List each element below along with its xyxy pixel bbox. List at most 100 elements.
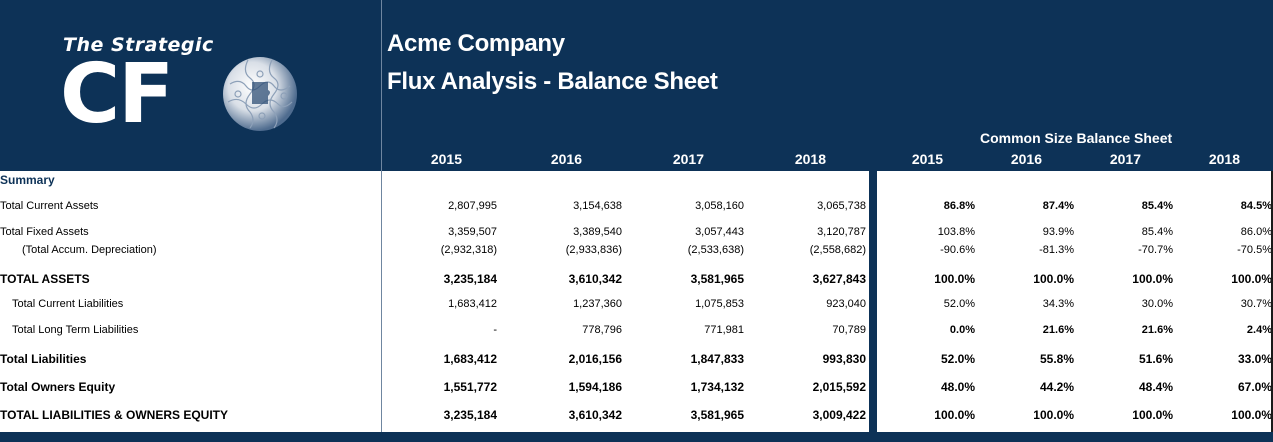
value-cell: 2,807,995 — [448, 200, 497, 212]
cs-year-header-2017: 2017 — [1109, 151, 1141, 167]
year-header-2017: 2017 — [672, 151, 704, 167]
strategic-cfo-logo: The Strategic CF — [0, 0, 381, 171]
value-cell: 3,627,843 — [812, 272, 866, 286]
value-cell: 1,237,360 — [573, 298, 622, 310]
row-label: Total Fixed Assets — [0, 226, 89, 238]
value-cell: 923,040 — [826, 298, 866, 310]
column-divider — [381, 0, 382, 442]
percent-cell: -70.7% — [1138, 244, 1173, 256]
percent-cell: 34.3% — [1042, 298, 1074, 310]
table-right-border — [1271, 171, 1273, 433]
report-title: Flux Analysis - Balance Sheet — [387, 68, 718, 95]
cs-year-header-2015: 2015 — [911, 151, 943, 167]
value-cell: 3,057,443 — [695, 226, 744, 238]
percent-cell: 85.4% — [1141, 226, 1173, 238]
value-cell: 3,009,422 — [812, 408, 866, 422]
company-name: Acme Company — [387, 30, 565, 57]
percent-cell: 87.4% — [1042, 200, 1074, 212]
percent-cell: 100.0% — [934, 272, 975, 286]
value-cell: 3,154,638 — [573, 200, 622, 212]
percent-cell: 93.9% — [1042, 226, 1074, 238]
value-cell: 3,120,787 — [817, 226, 866, 238]
value-cell: 3,610,342 — [568, 272, 622, 286]
value-cell: 993,830 — [822, 352, 866, 366]
puzzle-globe-icon — [223, 57, 297, 131]
row-label: TOTAL LIABILITIES & OWNERS EQUITY — [0, 408, 229, 422]
percent-cell: 44.2% — [1039, 380, 1074, 394]
logo-tagline: The Strategic — [63, 34, 214, 56]
year-header-2015: 2015 — [430, 151, 462, 167]
common-size-title: Common Size Balance Sheet — [980, 130, 1173, 146]
percent-cell: 30.7% — [1240, 298, 1272, 310]
percent-cell: 48.0% — [940, 380, 975, 394]
percent-cell: 21.6% — [1042, 324, 1074, 336]
row-label: Total Long Term Liabilities — [12, 324, 139, 336]
percent-cell: 103.8% — [937, 226, 975, 238]
percent-cell: 86.0% — [1240, 226, 1272, 238]
row-label: (Total Accum. Depreciation) — [22, 244, 157, 256]
percent-cell: 52.0% — [943, 298, 975, 310]
value-cell: (2,933,836) — [565, 244, 622, 256]
value-cell: 3,058,160 — [695, 200, 744, 212]
value-cell: 1,734,132 — [690, 380, 744, 394]
percent-cell: -81.3% — [1039, 244, 1074, 256]
value-cell: 1,594,186 — [568, 380, 622, 394]
year-header-2016: 2016 — [550, 151, 582, 167]
value-cell: (2,533,638) — [687, 244, 744, 256]
row-label: Total Current Liabilities — [12, 298, 124, 310]
logo-letters: CF — [60, 47, 174, 142]
percent-cell: 100.0% — [1231, 272, 1272, 286]
percent-cell: 100.0% — [934, 408, 975, 422]
value-cell: 3,359,507 — [448, 226, 497, 238]
cs-year-header-2016: 2016 — [1010, 151, 1042, 167]
value-cell: 771,981 — [704, 324, 744, 336]
value-cell: 3,610,342 — [568, 408, 622, 422]
percent-cell: 21.6% — [1141, 324, 1173, 336]
percent-cell: 48.4% — [1138, 380, 1173, 394]
value-cell: 1,075,853 — [695, 298, 744, 310]
year-header-2018: 2018 — [794, 151, 826, 167]
percent-cell: 100.0% — [1132, 408, 1173, 422]
percent-cell: 85.4% — [1141, 200, 1173, 212]
value-cell: 3,235,184 — [443, 408, 497, 422]
report-header — [0, 0, 1273, 171]
value-cell: 3,389,540 — [573, 226, 622, 238]
percent-cell: 84.5% — [1240, 200, 1272, 212]
row-label: Total Owners Equity — [0, 380, 116, 394]
value-cell: 778,796 — [582, 324, 622, 336]
value-cell: 1,683,412 — [448, 298, 497, 310]
percent-cell: -90.6% — [940, 244, 975, 256]
percent-cell: 86.8% — [943, 200, 975, 212]
percent-cell: 30.0% — [1141, 298, 1173, 310]
table-bottom-bar — [0, 432, 1273, 442]
percent-cell: 51.6% — [1138, 352, 1173, 366]
value-cell: 3,581,965 — [690, 272, 744, 286]
value-cell: (2,558,682) — [809, 244, 866, 256]
value-cell: 3,065,738 — [817, 200, 866, 212]
value-cell: 3,581,965 — [690, 408, 744, 422]
percent-cell: 100.0% — [1033, 272, 1074, 286]
value-cell: 2,016,156 — [568, 352, 622, 366]
value-cell: 1,551,772 — [443, 380, 497, 394]
percent-cell: 52.0% — [940, 352, 975, 366]
percent-cell: 55.8% — [1039, 352, 1074, 366]
value-cell: 70,789 — [832, 324, 866, 336]
percent-cell: 67.0% — [1237, 380, 1272, 394]
row-label: TOTAL ASSETS — [0, 272, 90, 286]
value-cell: 1,683,412 — [443, 352, 497, 366]
value-cell: 3,235,184 — [443, 272, 497, 286]
value-cell: 2,015,592 — [812, 380, 866, 394]
percent-cell: 33.0% — [1237, 352, 1272, 366]
percent-cell: -70.5% — [1237, 244, 1272, 256]
section-divider — [869, 171, 877, 442]
cs-year-header-2018: 2018 — [1208, 151, 1240, 167]
percent-cell: 100.0% — [1132, 272, 1173, 286]
percent-cell: 0.0% — [949, 324, 975, 336]
percent-cell: 2.4% — [1246, 324, 1272, 336]
row-label: Total Liabilities — [0, 352, 87, 366]
value-cell: - — [493, 324, 497, 336]
value-cell: (2,932,318) — [440, 244, 497, 256]
section-title: Summary — [0, 173, 55, 187]
percent-cell: 100.0% — [1231, 408, 1272, 422]
row-label: Total Current Assets — [0, 200, 99, 212]
